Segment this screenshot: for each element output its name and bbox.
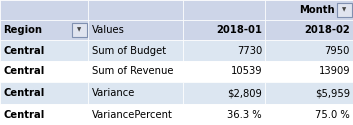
- Text: Central: Central: [3, 88, 44, 98]
- Text: 7730: 7730: [237, 46, 262, 56]
- Text: $2,809: $2,809: [227, 88, 262, 98]
- Text: VariancePercent: VariancePercent: [92, 110, 173, 120]
- Bar: [0, 104, 88, 125]
- Bar: [183, 61, 265, 82]
- Bar: [183, 40, 265, 61]
- Bar: [265, 20, 353, 40]
- Text: 36.3 %: 36.3 %: [227, 110, 262, 120]
- Bar: [183, 104, 265, 125]
- Bar: [0, 20, 88, 40]
- Text: ▼: ▼: [342, 8, 347, 12]
- Bar: [265, 61, 353, 82]
- Bar: [0, 82, 88, 104]
- Bar: [88, 20, 183, 40]
- Bar: [88, 61, 183, 82]
- Text: 7950: 7950: [325, 46, 350, 56]
- Bar: [265, 104, 353, 125]
- Bar: [88, 82, 183, 104]
- Bar: [265, 0, 353, 20]
- Text: 2018-01: 2018-01: [216, 25, 262, 35]
- Bar: [265, 82, 353, 104]
- Text: 75.0 %: 75.0 %: [315, 110, 350, 120]
- Bar: [183, 20, 265, 40]
- Text: Sum of Revenue: Sum of Revenue: [92, 66, 174, 76]
- Text: Region: Region: [3, 25, 42, 35]
- Bar: [337, 3, 352, 17]
- Text: Central: Central: [3, 66, 44, 76]
- Bar: [72, 23, 87, 37]
- Text: Central: Central: [3, 110, 44, 120]
- Bar: [88, 40, 183, 61]
- Text: Central: Central: [3, 46, 44, 56]
- Bar: [0, 61, 88, 82]
- Bar: [265, 40, 353, 61]
- Bar: [0, 0, 88, 20]
- Bar: [183, 82, 265, 104]
- Bar: [183, 0, 265, 20]
- Text: Month: Month: [299, 5, 335, 15]
- Text: $5,959: $5,959: [315, 88, 350, 98]
- Text: 10539: 10539: [231, 66, 262, 76]
- Bar: [88, 0, 183, 20]
- Bar: [0, 40, 88, 61]
- Bar: [88, 104, 183, 125]
- Text: 2018-02: 2018-02: [304, 25, 350, 35]
- Text: ▼: ▼: [77, 28, 82, 32]
- Text: Values: Values: [92, 25, 125, 35]
- Text: Sum of Budget: Sum of Budget: [92, 46, 166, 56]
- Text: 13909: 13909: [318, 66, 350, 76]
- Text: Variance: Variance: [92, 88, 135, 98]
